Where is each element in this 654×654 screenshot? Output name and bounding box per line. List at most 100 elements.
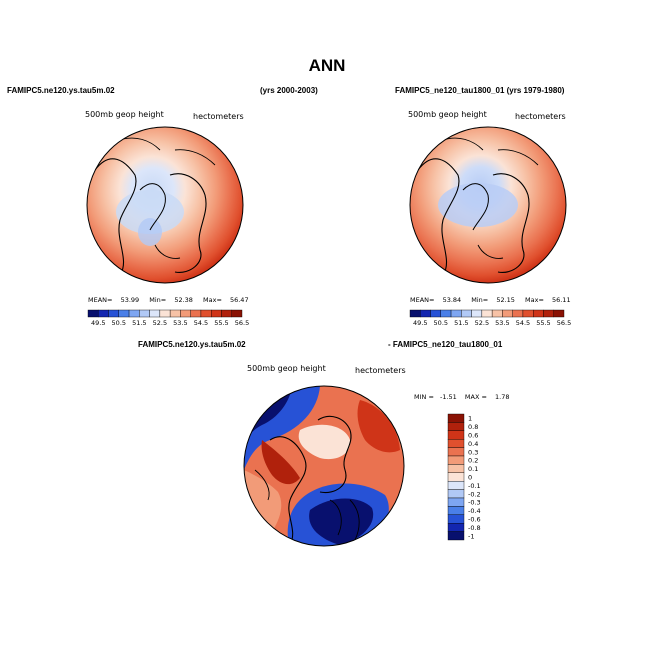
colorbar-tick-label: -0.6 — [468, 516, 481, 524]
colorbar-swatch — [447, 439, 465, 448]
colorbar-swatch — [447, 489, 465, 499]
trough — [138, 218, 162, 246]
colorbar-swatch — [430, 309, 441, 318]
colorbar-tick-label: 51.5 — [132, 319, 146, 327]
positive-anomaly — [261, 440, 300, 485]
max-label: MAX = — [464, 393, 487, 401]
colorbar-swatch — [118, 309, 130, 318]
colorbar-difference: 10.80.60.40.30.20.10-0.1-0.2-0.3-0.4-0.6… — [447, 413, 481, 540]
colorbar-tick-label: -0.4 — [468, 507, 481, 515]
colorbar-tick-label: 55.5 — [214, 319, 228, 327]
colorbar-tick-label: 56.5 — [557, 319, 571, 327]
colorbar-swatch — [447, 447, 465, 457]
colorbar-swatch — [522, 309, 534, 318]
colorbar-swatch — [149, 309, 161, 318]
colorbar-swatch — [128, 309, 140, 318]
colorbar-tick-label: 49.5 — [91, 319, 105, 327]
colorbar-swatch — [180, 309, 191, 318]
case-label-left: FAMIPC5.ne120.ys.tau5m.02 — [7, 86, 115, 95]
colorbar-tick-label: 49.5 — [413, 319, 427, 327]
map-border — [86, 126, 244, 284]
max-value: 56.11 — [551, 296, 571, 304]
colorbar-tick-label: 0.6 — [468, 432, 478, 440]
diff-case-a: FAMIPC5.ne120.ys.tau5m.02 — [138, 340, 246, 349]
years-label-left: (yrs 2000-2003) — [260, 86, 318, 95]
colorbar-tick-label: 0.3 — [468, 448, 478, 456]
colorbar-swatch — [200, 309, 212, 318]
colorbar-swatch — [420, 309, 431, 318]
colorbar-tick-label: 0.1 — [468, 465, 478, 473]
colorbar-swatch — [210, 309, 222, 318]
colorbar-swatch — [440, 309, 452, 318]
colorbar-swatch — [409, 309, 421, 318]
case-label-right: FAMIPC5_ne120_tau1800_01 (yrs 1979-1980) — [395, 86, 565, 95]
colorbar-tick-label: 55.5 — [536, 319, 550, 327]
max-value: 1.78 — [495, 393, 510, 401]
units-label-left: hectometers — [193, 112, 244, 121]
colorbar-swatch — [447, 506, 465, 515]
colorbar-tick-label: -0.8 — [468, 524, 481, 532]
var-label-right: 500mb geop height — [408, 110, 487, 119]
max-label: Max= — [203, 296, 222, 304]
colorbar-swatch — [543, 309, 554, 318]
max-value: 56.47 — [229, 296, 249, 304]
colorbar-tick-label: -0.1 — [468, 482, 481, 490]
max-label: Max= — [525, 296, 544, 304]
coastline — [317, 415, 352, 494]
min-label: MIN = — [414, 393, 434, 401]
low-centre — [116, 190, 184, 234]
colorbar-tick-label: 53.5 — [495, 319, 509, 327]
colorbar-tick-label: 0.8 — [468, 423, 478, 431]
colorbar-swatch — [450, 309, 462, 318]
colorbar-swatch — [491, 309, 503, 318]
colorbar-swatch — [98, 309, 109, 318]
colorbar-tick-label: 0 — [468, 474, 472, 482]
map-difference — [243, 385, 405, 547]
colorbar-tick-label: 0.4 — [468, 440, 478, 448]
stats-diff: MIN = -1.51 MAX = 1.78 — [414, 393, 509, 401]
colorbar-swatch — [533, 309, 544, 318]
neutral-anomaly — [298, 424, 351, 460]
coastline — [269, 436, 307, 546]
colorbar-tick-label: 54.5 — [516, 319, 530, 327]
units-label-diff: hectometers — [355, 366, 406, 375]
stats-right: MEAN= 53.84 Min= 52.15 Max= 56.11 — [410, 296, 571, 304]
coastline — [477, 244, 504, 259]
coastline — [154, 244, 181, 259]
mean-value: 53.99 — [120, 296, 140, 304]
coastline — [254, 469, 270, 501]
colorbar-tick-label: -0.2 — [468, 490, 481, 498]
mean-label: MEAN= — [410, 296, 435, 304]
positive-anomaly — [357, 400, 400, 453]
map-top-right — [409, 126, 567, 284]
colorbar-swatch — [471, 309, 483, 318]
coastline — [169, 173, 207, 273]
min-value: 52.38 — [174, 296, 193, 304]
map-top-left — [86, 126, 244, 284]
min-label: Min= — [471, 296, 489, 304]
var-label-left: 500mb geop height — [85, 110, 164, 119]
coastline — [492, 173, 530, 273]
colorbar-swatch — [108, 309, 119, 318]
colorbar-swatch — [447, 497, 465, 507]
coastline — [329, 499, 360, 541]
low-centre — [438, 183, 518, 227]
colorbar-swatch — [502, 309, 513, 318]
mean-label: MEAN= — [88, 296, 113, 304]
colorbar-swatch — [447, 464, 465, 473]
colorbar-swatch — [231, 309, 243, 318]
colorbar-swatch — [447, 455, 465, 465]
colorbar-swatch — [169, 309, 181, 318]
colorbar-swatch — [447, 472, 465, 482]
colorbar-tick-label: -1 — [468, 532, 474, 540]
colorbar-swatch — [447, 413, 465, 423]
colorbar-swatch — [221, 309, 232, 318]
colorbar-tick-label: 50.5 — [434, 319, 448, 327]
colorbar-swatch — [512, 309, 524, 318]
map-border — [243, 385, 405, 547]
diff-case-b: - FAMIPC5_ne120_tau1800_01 — [388, 340, 503, 349]
colorbar-swatch — [553, 309, 565, 318]
stats-left: MEAN= 53.99 Min= 52.38 Max= 56.47 — [88, 296, 249, 304]
map-border — [409, 126, 567, 284]
